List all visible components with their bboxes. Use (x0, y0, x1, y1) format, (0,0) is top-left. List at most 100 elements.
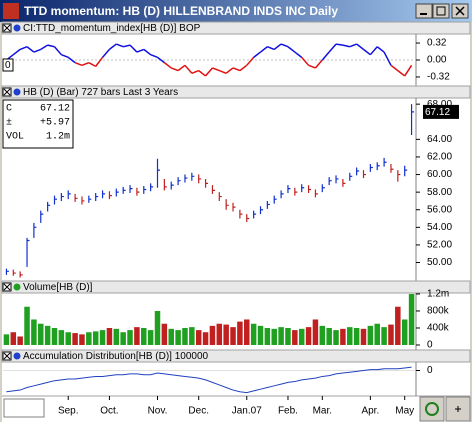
x-tick-label: Apr. (361, 406, 379, 417)
volume-bar (127, 330, 133, 345)
pane-header (1, 349, 471, 363)
volume-bar (141, 327, 147, 345)
volume-bar (374, 323, 380, 345)
momentum-segment (267, 46, 275, 51)
app-icon (3, 3, 19, 19)
momentum-segment (177, 64, 186, 72)
y-tick-label: 50.00 (427, 257, 452, 268)
momentum-segment (280, 43, 289, 48)
price-bar (150, 183, 154, 192)
pane-dot (13, 283, 21, 291)
momentum-segment (108, 43, 117, 50)
price-bar (280, 190, 284, 199)
x-tick-label: Feb. (278, 406, 298, 417)
volume-bar (72, 333, 78, 345)
y-tick-label: 64.00 (427, 134, 452, 145)
volume-bar (182, 327, 188, 345)
volume-bar (106, 327, 113, 345)
volume-bar (319, 325, 326, 345)
last-price-box (423, 104, 459, 119)
price-bar (294, 187, 298, 196)
price-bar (225, 199, 229, 210)
ad-line (6, 366, 412, 394)
pane-title: Volume[HB (D)] (23, 282, 93, 293)
y-tick-label: 0 (427, 365, 433, 376)
momentum-segment (232, 67, 241, 72)
volume-bar (271, 328, 277, 345)
pane-header (1, 21, 471, 35)
momentum-segment (143, 48, 152, 56)
add-icon (455, 406, 461, 412)
momentum-segment (81, 61, 90, 67)
price-bar (211, 185, 215, 194)
price-bar (67, 190, 71, 200)
price-bar (40, 210, 44, 223)
momentum-segment (342, 44, 350, 48)
momentum-segment (122, 44, 131, 48)
momentum-segment (404, 64, 413, 77)
minimize-button[interactable] (415, 3, 433, 19)
volume-bar (134, 327, 140, 345)
price-bar (163, 178, 167, 191)
volume-bar (353, 327, 360, 345)
close-icon (455, 6, 465, 16)
volume-bar (120, 332, 126, 345)
volume-bar (195, 330, 202, 345)
volume-bar (113, 328, 120, 345)
momentum-segment (129, 44, 138, 53)
momentum-segment (61, 53, 69, 59)
price-bar (246, 214, 250, 223)
price-bar (287, 185, 291, 194)
y-tick-label: 1.2m (427, 289, 449, 300)
volume-bar (312, 319, 319, 345)
momentum-segment (390, 64, 399, 72)
momentum-segment (163, 62, 172, 69)
momentum-segment (376, 46, 385, 53)
info-value: 67.12 (40, 104, 70, 115)
price-bar (198, 174, 202, 184)
momentum-segment (349, 43, 357, 48)
pane-dot (13, 24, 21, 32)
momentum-segment (328, 43, 337, 53)
refresh-button[interactable] (419, 396, 445, 422)
momentum-segment (397, 70, 406, 77)
volume-bar (264, 327, 271, 345)
symbol-input[interactable] (3, 398, 45, 418)
price-bar (88, 195, 92, 203)
volume-bar (10, 332, 17, 345)
momentum-segment (74, 61, 83, 67)
momentum-segment (198, 70, 207, 77)
pane-dot (13, 352, 21, 360)
price-bar (108, 191, 112, 200)
window-title: TTD momentum: HB (D) HILLENBRAND INDS IN… (24, 4, 338, 18)
pane-title: CI:TTD_momentum_index[HB (D)] BOP (23, 23, 201, 34)
maximize-button[interactable] (432, 3, 450, 19)
price-bar (12, 269, 16, 276)
momentum-segment (369, 46, 378, 56)
volume-bar (189, 327, 195, 345)
price-bar (314, 189, 318, 198)
momentum-segment (136, 48, 145, 53)
maximize-icon (436, 6, 446, 16)
momentum-segment (383, 51, 392, 66)
pane-header (1, 85, 471, 99)
y-tick-label: 54.00 (427, 222, 452, 233)
volume-bar (230, 327, 236, 345)
price-bar (232, 202, 236, 212)
momentum-segment (170, 67, 179, 72)
momentum-segment (363, 48, 371, 56)
price-bar (383, 157, 387, 167)
momentum-segment (191, 69, 199, 74)
price-bar (19, 271, 23, 278)
price-bar (53, 195, 57, 205)
price-bar (95, 193, 99, 201)
volume-bar (99, 330, 106, 345)
y-tick-label: 400k (427, 323, 450, 334)
x-tick-label: Sep. (58, 406, 79, 417)
momentum-segment (88, 61, 97, 68)
volume-bar (92, 331, 99, 345)
price-bar (266, 200, 270, 209)
volume-bar (154, 310, 161, 345)
price-bar (397, 170, 401, 182)
momentum-segment (219, 69, 227, 74)
